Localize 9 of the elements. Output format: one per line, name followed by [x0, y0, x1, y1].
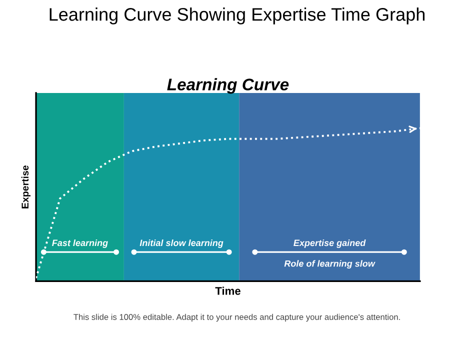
chart-subtitle: Learning Curve	[167, 78, 289, 94]
text: This slide is 100% editable. Adapt it to your needs and capture your audience's attention.	[74, 314, 400, 322]
annotation: Initial slow learning	[140, 239, 224, 248]
x-axis-title: Time	[215, 286, 240, 295]
chart-title: Learning Curve Showing Expertise Time Graph	[50, 8, 425, 24]
annotation: Fast learning	[52, 239, 108, 248]
annotation: Expertise gained	[294, 239, 366, 248]
y-axis-title: Expertise	[21, 166, 30, 208]
annotation: Role of learning slow	[284, 260, 376, 269]
